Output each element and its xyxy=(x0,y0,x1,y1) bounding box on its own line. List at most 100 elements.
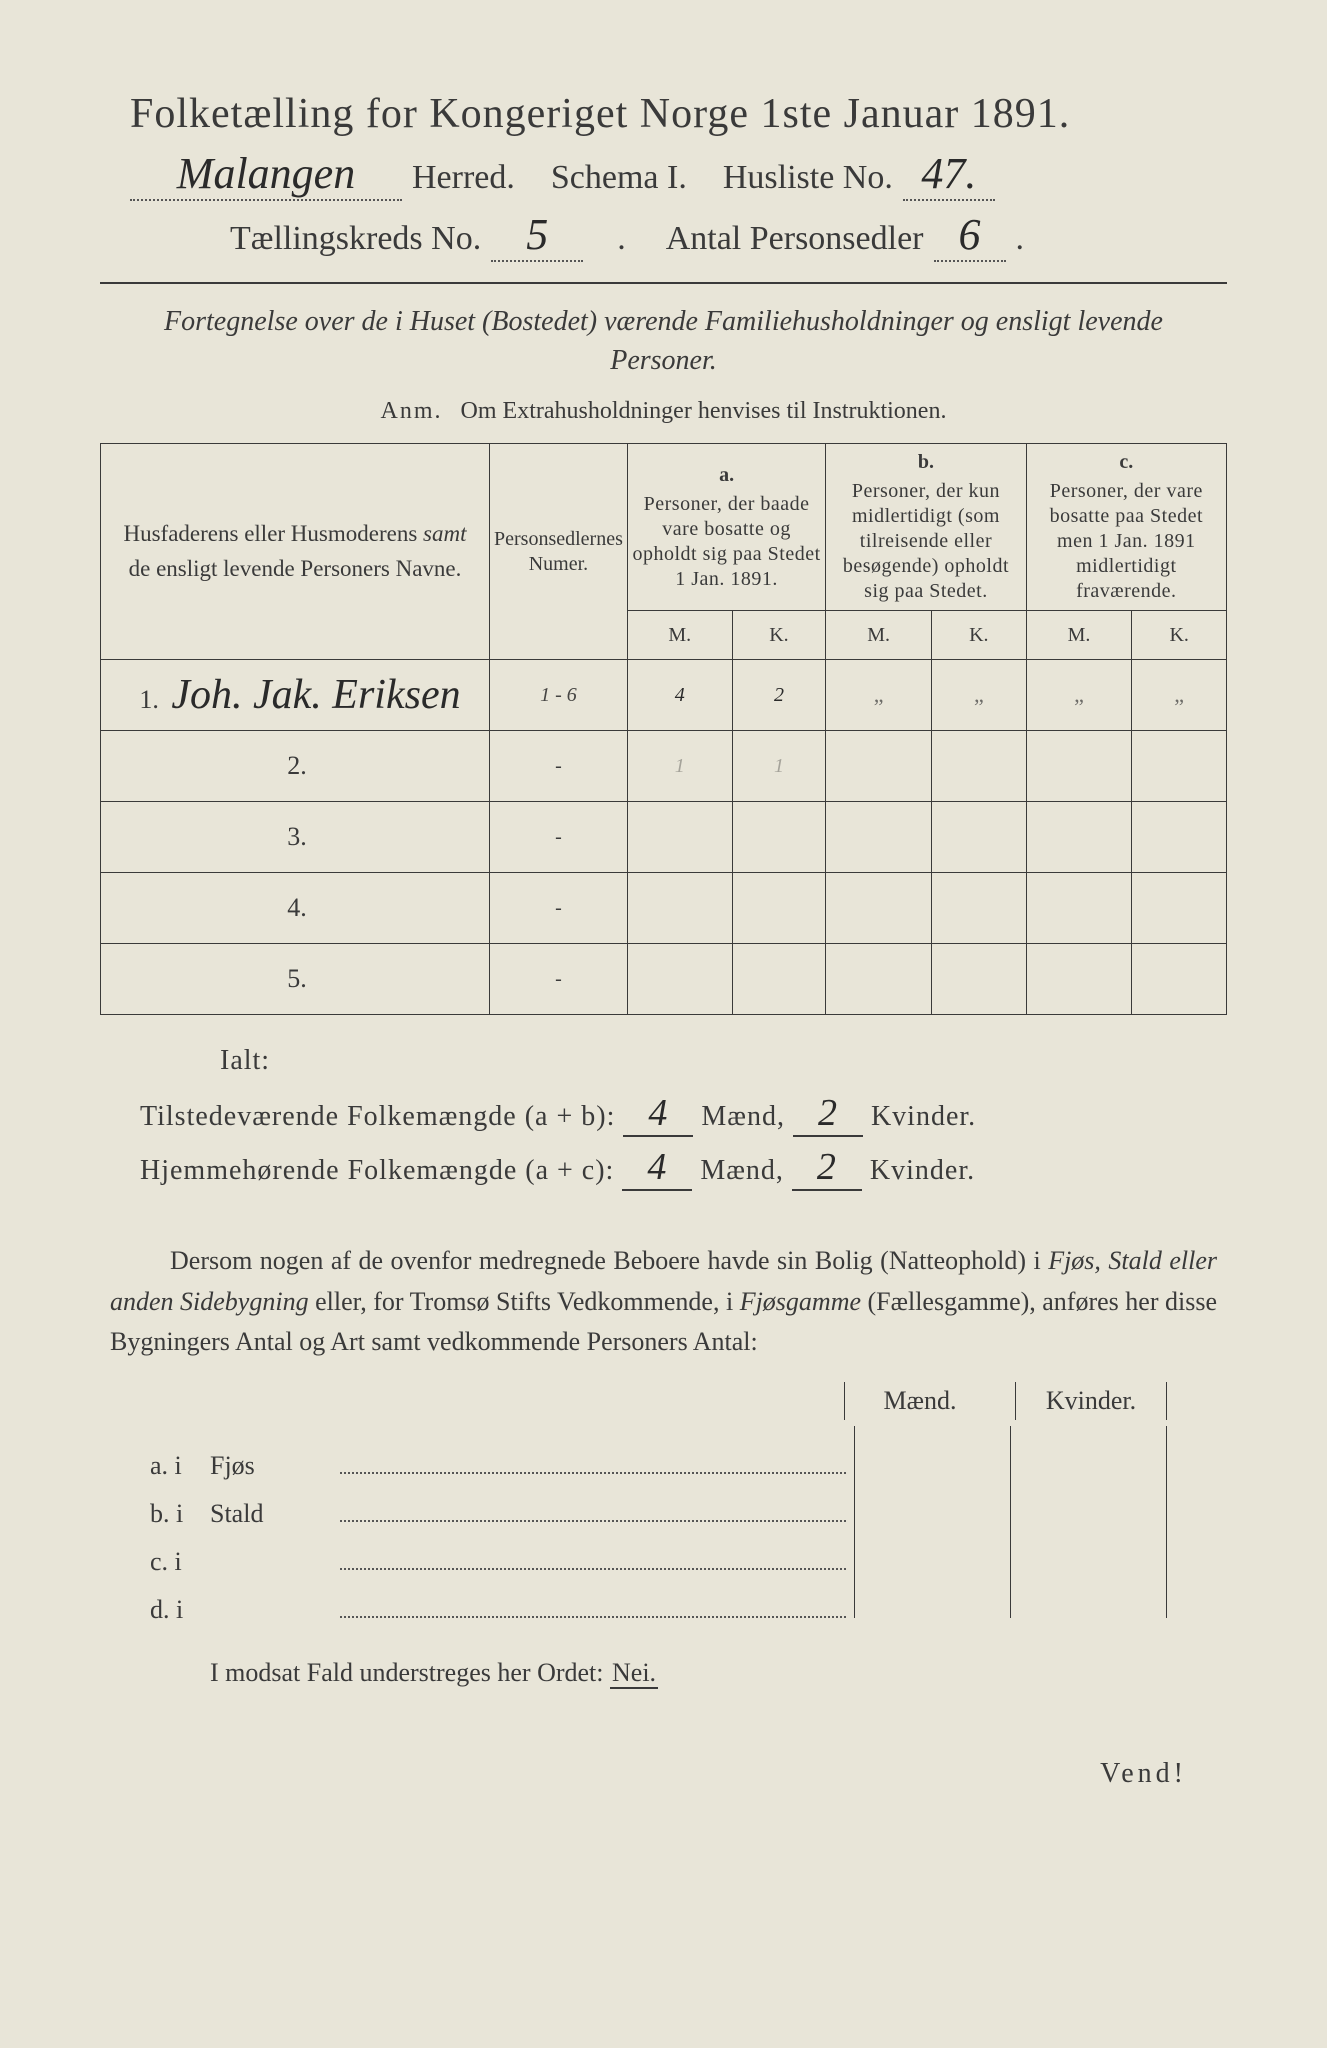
col-a-header: a. Personer, der baade vare bosatte og o… xyxy=(627,444,825,611)
cell-c-m: „ xyxy=(1026,660,1132,731)
subtable-row-text: Fjøs xyxy=(210,1451,340,1481)
header-line-1: Malangen Herred. Schema I. Husliste No. … xyxy=(100,148,1227,201)
dwelling-paragraph: Dersom nogen af de ovenfor medregnede Be… xyxy=(110,1241,1217,1362)
subtable-row-label: b. i xyxy=(150,1499,210,1529)
cell-c-m xyxy=(1026,731,1132,802)
cell-c-m xyxy=(1026,802,1132,873)
subtable-row-text: Stald xyxy=(210,1499,340,1529)
row-number: 1. xyxy=(129,685,171,714)
cell-b-m xyxy=(826,802,932,873)
cell-a-m: 1 xyxy=(627,731,732,802)
row-name: Joh. Jak. Eriksen xyxy=(171,672,460,718)
cell-a-m: 4 xyxy=(627,660,732,731)
col-b-k: K. xyxy=(932,611,1027,660)
cell-b-m xyxy=(826,944,932,1015)
subtable-maend-cell xyxy=(854,1474,1010,1522)
table-row: 2. -11 xyxy=(101,731,1227,802)
row-ps: - xyxy=(490,873,628,944)
table-row: 1. Joh. Jak. Eriksen1 - 642„„„„ xyxy=(101,660,1227,731)
row-name-cell: 1. Joh. Jak. Eriksen xyxy=(101,660,490,731)
row-name-cell: 3. xyxy=(101,802,490,873)
antal-label: Antal Personsedler xyxy=(666,220,924,258)
husliste-value: 47. xyxy=(903,148,995,201)
subtable-kvinder-cell xyxy=(1010,1522,1167,1570)
anm-text: Om Extrahusholdninger henvises til Instr… xyxy=(461,398,947,424)
row-ps: - xyxy=(490,944,628,1015)
col-c-m: M. xyxy=(1026,611,1132,660)
col-b-header: b. Personer, der kun midlertidigt (som t… xyxy=(826,444,1026,611)
row-number: 5. xyxy=(277,964,313,993)
subtable-row-label: a. i xyxy=(150,1451,210,1481)
herred-label: Herred. xyxy=(412,159,515,197)
subtable-kvinder-cell xyxy=(1010,1570,1167,1618)
col-names-header: Husfaderens eller Husmoderens samt de en… xyxy=(101,444,490,660)
row-ps: - xyxy=(490,802,628,873)
cell-b-m: „ xyxy=(826,660,932,731)
subtable-header: Mænd. Kvinder. xyxy=(100,1382,1167,1420)
subtable-row: c. i xyxy=(150,1522,1167,1570)
total-resident-m: 4 xyxy=(622,1145,692,1191)
cell-a-k xyxy=(732,873,826,944)
cell-a-k: 1 xyxy=(732,731,826,802)
herred-value: Malangen xyxy=(130,148,402,201)
cell-b-k xyxy=(932,944,1027,1015)
cell-c-k xyxy=(1132,802,1227,873)
cell-b-k xyxy=(932,802,1027,873)
total-present-line: Tilstedeværende Folkemængde (a + b): 4 M… xyxy=(140,1091,1227,1137)
dwelling-subtable: a. iFjøsb. iStaldc. id. i xyxy=(150,1426,1167,1618)
cell-a-k xyxy=(732,944,826,1015)
cell-b-m xyxy=(826,873,932,944)
subtable-row: a. iFjøs xyxy=(150,1426,1167,1474)
total-resident-k: 2 xyxy=(792,1145,862,1191)
row-number: 2. xyxy=(277,751,313,780)
cell-a-k: 2 xyxy=(732,660,826,731)
col-a-k: K. xyxy=(732,611,826,660)
anm-note: Anm. Om Extrahusholdninger henvises til … xyxy=(100,398,1227,425)
row-number: 3. xyxy=(277,822,313,851)
household-table: Husfaderens eller Husmoderens samt de en… xyxy=(100,443,1227,1015)
cell-c-m xyxy=(1026,873,1132,944)
table-row: 5. - xyxy=(101,944,1227,1015)
subtable-row: b. iStald xyxy=(150,1474,1167,1522)
col-c-header: c. Personer, der vare bosatte paa Stedet… xyxy=(1026,444,1226,611)
cell-a-m xyxy=(627,873,732,944)
kreds-value: 5 xyxy=(491,209,583,262)
row-number: 4. xyxy=(277,893,313,922)
col-b-m: M. xyxy=(826,611,932,660)
col-c-k: K. xyxy=(1132,611,1227,660)
cell-b-k xyxy=(932,873,1027,944)
cell-c-k: „ xyxy=(1132,660,1227,731)
subheading: Fortegnelse over de i Huset (Bostedet) v… xyxy=(140,302,1187,380)
cell-a-m xyxy=(627,944,732,1015)
col-a-m: M. xyxy=(627,611,732,660)
divider xyxy=(100,282,1227,284)
row-ps: 1 - 6 xyxy=(490,660,628,731)
nei-line: I modsat Fald understreges her Ordet: Ne… xyxy=(210,1658,1227,1688)
cell-c-k xyxy=(1132,731,1227,802)
anm-label: Anm. xyxy=(381,398,443,424)
antal-value: 6 xyxy=(934,209,1006,262)
dotted-leader xyxy=(340,1615,846,1618)
subtable-row: d. i xyxy=(150,1570,1167,1618)
subtable-row-label: c. i xyxy=(150,1547,210,1577)
subtable-maend-cell xyxy=(854,1570,1010,1618)
total-resident-line: Hjemmehørende Folkemængde (a + c): 4 Mæn… xyxy=(140,1145,1227,1191)
nei-word: Nei. xyxy=(610,1658,658,1689)
subtable-maend-cell xyxy=(854,1426,1010,1474)
ialt-label: Ialt: xyxy=(220,1045,1227,1077)
kreds-label: Tællingskreds No. xyxy=(230,220,481,258)
cell-b-k xyxy=(932,731,1027,802)
cell-b-k: „ xyxy=(932,660,1027,731)
census-form-page: Folketælling for Kongeriget Norge 1ste J… xyxy=(0,0,1327,2048)
subtable-kvinder-cell xyxy=(1010,1474,1167,1522)
total-present-label: Tilstedeværende Folkemængde (a + b): xyxy=(140,1101,615,1133)
dotted-leader xyxy=(340,1567,846,1570)
cell-a-k xyxy=(732,802,826,873)
col-ps-header: Personsedlernes Numer. xyxy=(490,444,628,660)
row-name-cell: 4. xyxy=(101,873,490,944)
table-row: 3. - xyxy=(101,802,1227,873)
subtable-kvinder-cell xyxy=(1010,1426,1167,1474)
total-resident-label: Hjemmehørende Folkemængde (a + c): xyxy=(140,1155,614,1187)
page-title: Folketælling for Kongeriget Norge 1ste J… xyxy=(100,90,1227,138)
row-ps: - xyxy=(490,731,628,802)
